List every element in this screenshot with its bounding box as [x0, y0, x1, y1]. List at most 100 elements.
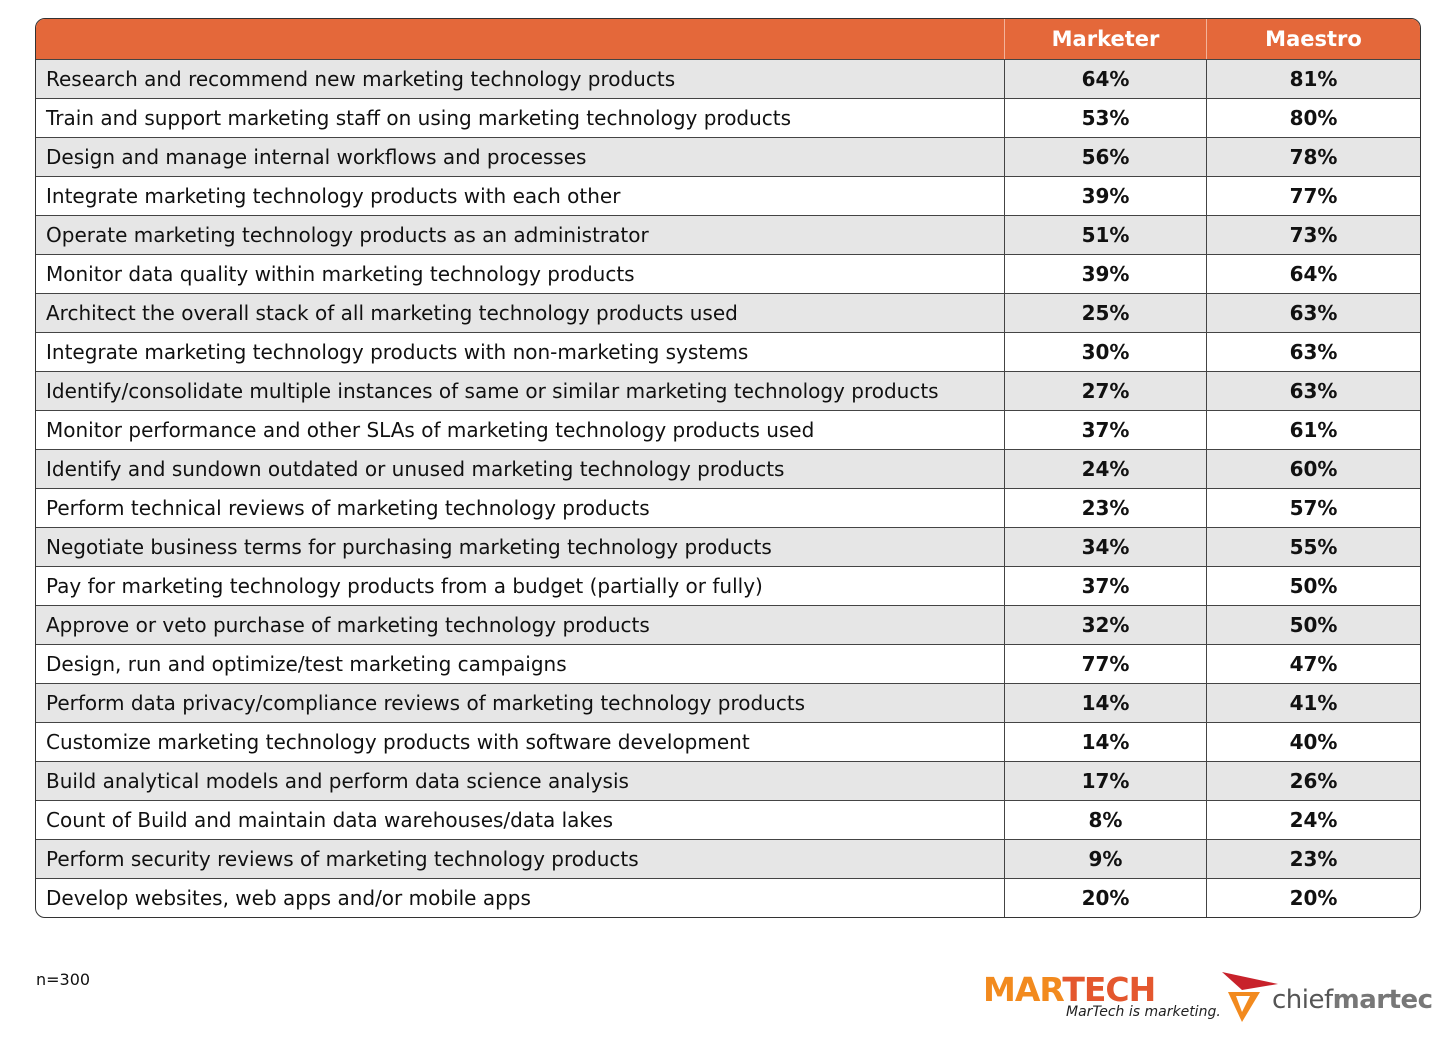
logo-part: MAR — [983, 970, 1063, 1009]
table-row: Identify/consolidate multiple instances … — [36, 371, 1420, 410]
row-label: Negotiate business terms for purchasing … — [46, 535, 772, 559]
row-label: Pay for marketing technology products fr… — [46, 574, 763, 598]
value-cell: 14% — [1004, 723, 1206, 761]
value-cell: 56% — [1004, 138, 1206, 176]
value-cell: 20% — [1206, 879, 1420, 917]
value-cell: 47% — [1206, 645, 1420, 683]
table-row: Build analytical models and perform data… — [36, 761, 1420, 800]
chiefmartec-icon — [1222, 972, 1278, 1022]
value-cell: 81% — [1206, 60, 1420, 98]
row-label: Operate marketing technology products as… — [46, 223, 649, 247]
row-label: Monitor data quality within marketing te… — [46, 262, 635, 286]
value-cell: 40% — [1206, 723, 1420, 761]
value-cell: 41% — [1206, 684, 1420, 722]
row-label: Train and support marketing staff on usi… — [46, 106, 792, 130]
row-label: Approve or veto purchase of marketing te… — [46, 613, 650, 637]
value-cell: 14% — [1004, 684, 1206, 722]
row-label: Research and recommend new marketing tec… — [46, 67, 676, 91]
header-cell: Marketer — [1004, 19, 1206, 59]
value-cell: 37% — [1004, 567, 1206, 605]
value-cell: 53% — [1004, 99, 1206, 137]
row-label: Perform technical reviews of marketing t… — [46, 496, 650, 520]
table-row: Train and support marketing staff on usi… — [36, 98, 1420, 137]
logo-part: chief — [1272, 985, 1333, 1015]
logo-part: TECH — [1062, 970, 1156, 1009]
table-row: Identify and sundown outdated or unused … — [36, 449, 1420, 488]
value-cell: 55% — [1206, 528, 1420, 566]
table-row: Design and manage internal workflows and… — [36, 137, 1420, 176]
row-label: Identify/consolidate multiple instances … — [46, 379, 939, 403]
table-row: Operate marketing technology products as… — [36, 215, 1420, 254]
row-label: Integrate marketing technology products … — [46, 340, 749, 364]
value-cell: 63% — [1206, 372, 1420, 410]
table-row: Develop websites, web apps and/or mobile… — [36, 878, 1420, 917]
chiefmartec-logo: chiefmartec — [1272, 985, 1433, 1015]
value-cell: 80% — [1206, 99, 1420, 137]
value-cell: 17% — [1004, 762, 1206, 800]
value-cell: 26% — [1206, 762, 1420, 800]
table-row: Perform technical reviews of marketing t… — [36, 488, 1420, 527]
row-label: Perform security reviews of marketing te… — [46, 847, 639, 871]
value-cell: 27% — [1004, 372, 1206, 410]
value-cell: 39% — [1004, 177, 1206, 215]
value-cell: 64% — [1004, 60, 1206, 98]
value-cell: 20% — [1004, 879, 1206, 917]
value-cell: 78% — [1206, 138, 1420, 176]
table-row: Integrate marketing technology products … — [36, 332, 1420, 371]
value-cell: 77% — [1206, 177, 1420, 215]
header-row: Marketer Maestro — [36, 19, 1420, 59]
value-cell: 30% — [1004, 333, 1206, 371]
value-cell: 24% — [1206, 801, 1420, 839]
value-cell: 25% — [1004, 294, 1206, 332]
value-cell: 23% — [1206, 840, 1420, 878]
value-cell: 57% — [1206, 489, 1420, 527]
table-row: Research and recommend new marketing tec… — [36, 59, 1420, 98]
row-label: Design, run and optimize/test marketing … — [46, 652, 567, 676]
value-cell: 8% — [1004, 801, 1206, 839]
value-cell: 32% — [1004, 606, 1206, 644]
value-cell: 39% — [1004, 255, 1206, 293]
tagline: MarTech is marketing. — [1066, 1004, 1221, 1020]
value-cell: 23% — [1004, 489, 1206, 527]
table-row: Count of Build and maintain data warehou… — [36, 800, 1420, 839]
row-label: Customize marketing technology products … — [46, 730, 750, 754]
row-label: Architect the overall stack of all marke… — [46, 301, 738, 325]
table-row: Integrate marketing technology products … — [36, 176, 1420, 215]
value-cell: 61% — [1206, 411, 1420, 449]
footnote: n=300 — [36, 970, 91, 989]
row-label: Count of Build and maintain data warehou… — [46, 808, 613, 832]
value-cell: 63% — [1206, 333, 1420, 371]
table-row: Monitor performance and other SLAs of ma… — [36, 410, 1420, 449]
value-cell: 9% — [1004, 840, 1206, 878]
table: Marketer Maestro Research and recommend ne… — [35, 18, 1421, 918]
value-cell: 50% — [1206, 606, 1420, 644]
row-label: Design and manage internal workflows and… — [46, 145, 587, 169]
table-row: Design, run and optimize/test marketing … — [36, 644, 1420, 683]
table-row: Architect the overall stack of all marke… — [36, 293, 1420, 332]
row-label: Build analytical models and perform data… — [46, 769, 629, 793]
value-cell: 51% — [1004, 216, 1206, 254]
row-label: Integrate marketing technology products … — [46, 184, 621, 208]
value-cell: 64% — [1206, 255, 1420, 293]
martech-logo: MARTECH — [983, 970, 1156, 1009]
row-label: Identify and sundown outdated or unused … — [46, 457, 785, 481]
value-cell: 24% — [1004, 450, 1206, 488]
value-cell: 77% — [1004, 645, 1206, 683]
table-row: Negotiate business terms for purchasing … — [36, 527, 1420, 566]
row-label: Perform data privacy/compliance reviews … — [46, 691, 806, 715]
header-cell — [36, 19, 1004, 59]
value-cell: 37% — [1004, 411, 1206, 449]
table-row: Perform security reviews of marketing te… — [36, 839, 1420, 878]
value-cell: 60% — [1206, 450, 1420, 488]
value-cell: 34% — [1004, 528, 1206, 566]
value-cell: 50% — [1206, 567, 1420, 605]
value-cell: 63% — [1206, 294, 1420, 332]
table-row: Perform data privacy/compliance reviews … — [36, 683, 1420, 722]
table-row: Customize marketing technology products … — [36, 722, 1420, 761]
table-row: Approve or veto purchase of marketing te… — [36, 605, 1420, 644]
value-cell: 73% — [1206, 216, 1420, 254]
row-label: Develop websites, web apps and/or mobile… — [46, 886, 531, 910]
header-cell: Maestro — [1206, 19, 1420, 59]
table-row: Monitor data quality within marketing te… — [36, 254, 1420, 293]
